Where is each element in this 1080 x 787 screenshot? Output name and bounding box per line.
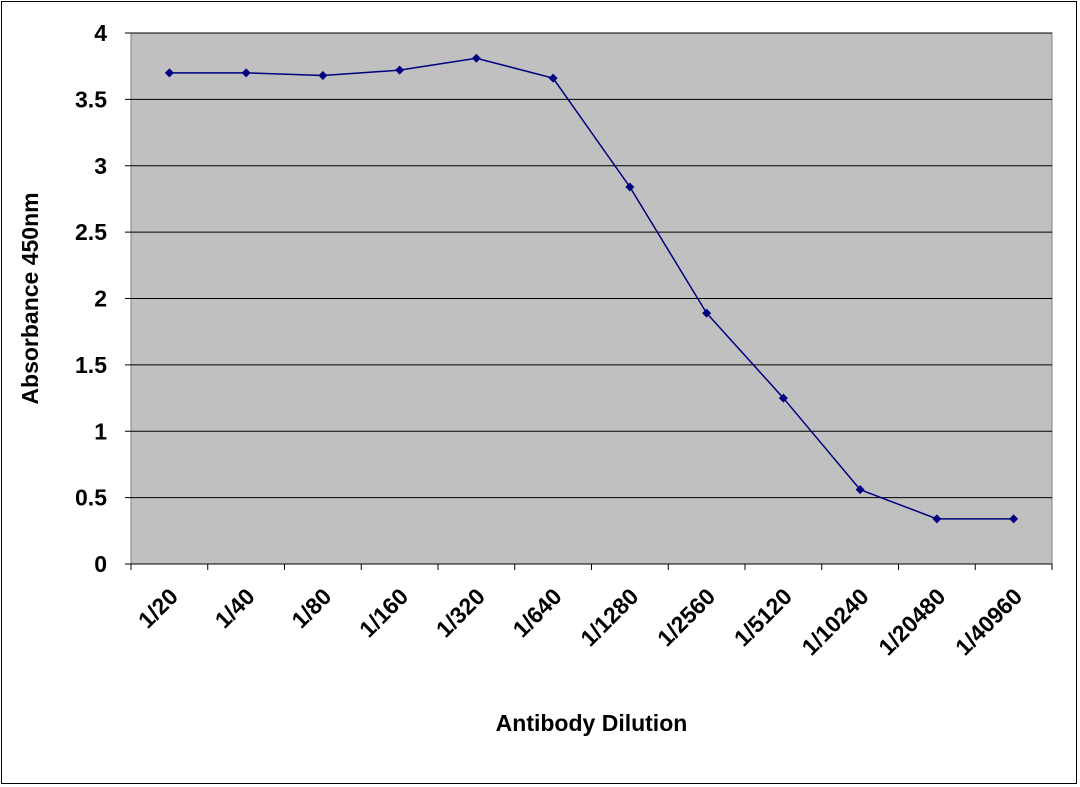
gridlines <box>131 32 1052 565</box>
data-point-marker <box>932 514 942 524</box>
y-tick-label: 3 <box>94 153 107 179</box>
x-tick-label: 1/20480 <box>873 583 950 660</box>
y-tick-label: 2.5 <box>75 219 107 245</box>
x-tick-label: 1/20 <box>133 583 183 633</box>
data-point-marker <box>318 70 328 80</box>
y-tick-label: 1.5 <box>75 352 107 378</box>
y-tick-label: 1 <box>94 418 107 444</box>
x-tick-label: 1/40 <box>210 583 260 633</box>
x-tick-label: 1/10240 <box>796 583 873 660</box>
data-point-marker <box>702 308 712 318</box>
y-tick-label: 0.5 <box>75 485 107 511</box>
data-point-marker <box>1009 514 1019 524</box>
x-tick-label: 1/160 <box>354 583 413 642</box>
data-point-marker <box>241 68 251 78</box>
data-point-marker <box>395 65 405 75</box>
data-point-marker <box>855 485 865 495</box>
y-axis-ticks: 0 0.5 1 1.5 2 2.5 3 3.5 4 <box>75 20 131 577</box>
x-tick-label: 1/5120 <box>729 583 797 651</box>
x-tick-label: 1/40960 <box>950 583 1027 660</box>
data-point-marker <box>625 182 635 192</box>
x-tick-label: 1/320 <box>431 583 490 642</box>
data-point-marker <box>778 393 788 403</box>
y-tick-label: 2 <box>94 286 107 312</box>
series-line <box>169 57 1014 520</box>
x-tick-label: 1/640 <box>508 583 567 642</box>
data-point-marker <box>164 68 174 78</box>
x-axis-ticks: 1/20 1/40 1/80 1/160 1/320 1/640 1/1280 1/2560 1… <box>130 564 1053 660</box>
data-point-marker <box>548 73 558 83</box>
data-point-marker <box>471 53 481 63</box>
x-axis-title: Antibody Dilution <box>496 710 688 736</box>
x-tick-label: 1/80 <box>286 583 336 633</box>
y-tick-label: 3.5 <box>75 86 107 112</box>
y-tick-label: 4 <box>94 20 107 46</box>
x-tick-label: 1/1280 <box>575 583 643 651</box>
data-points <box>164 53 1019 524</box>
y-axis-title: Absorbance 450nm <box>17 192 43 404</box>
y-tick-label: 0 <box>94 551 107 577</box>
x-tick-label: 1/2560 <box>652 583 720 651</box>
